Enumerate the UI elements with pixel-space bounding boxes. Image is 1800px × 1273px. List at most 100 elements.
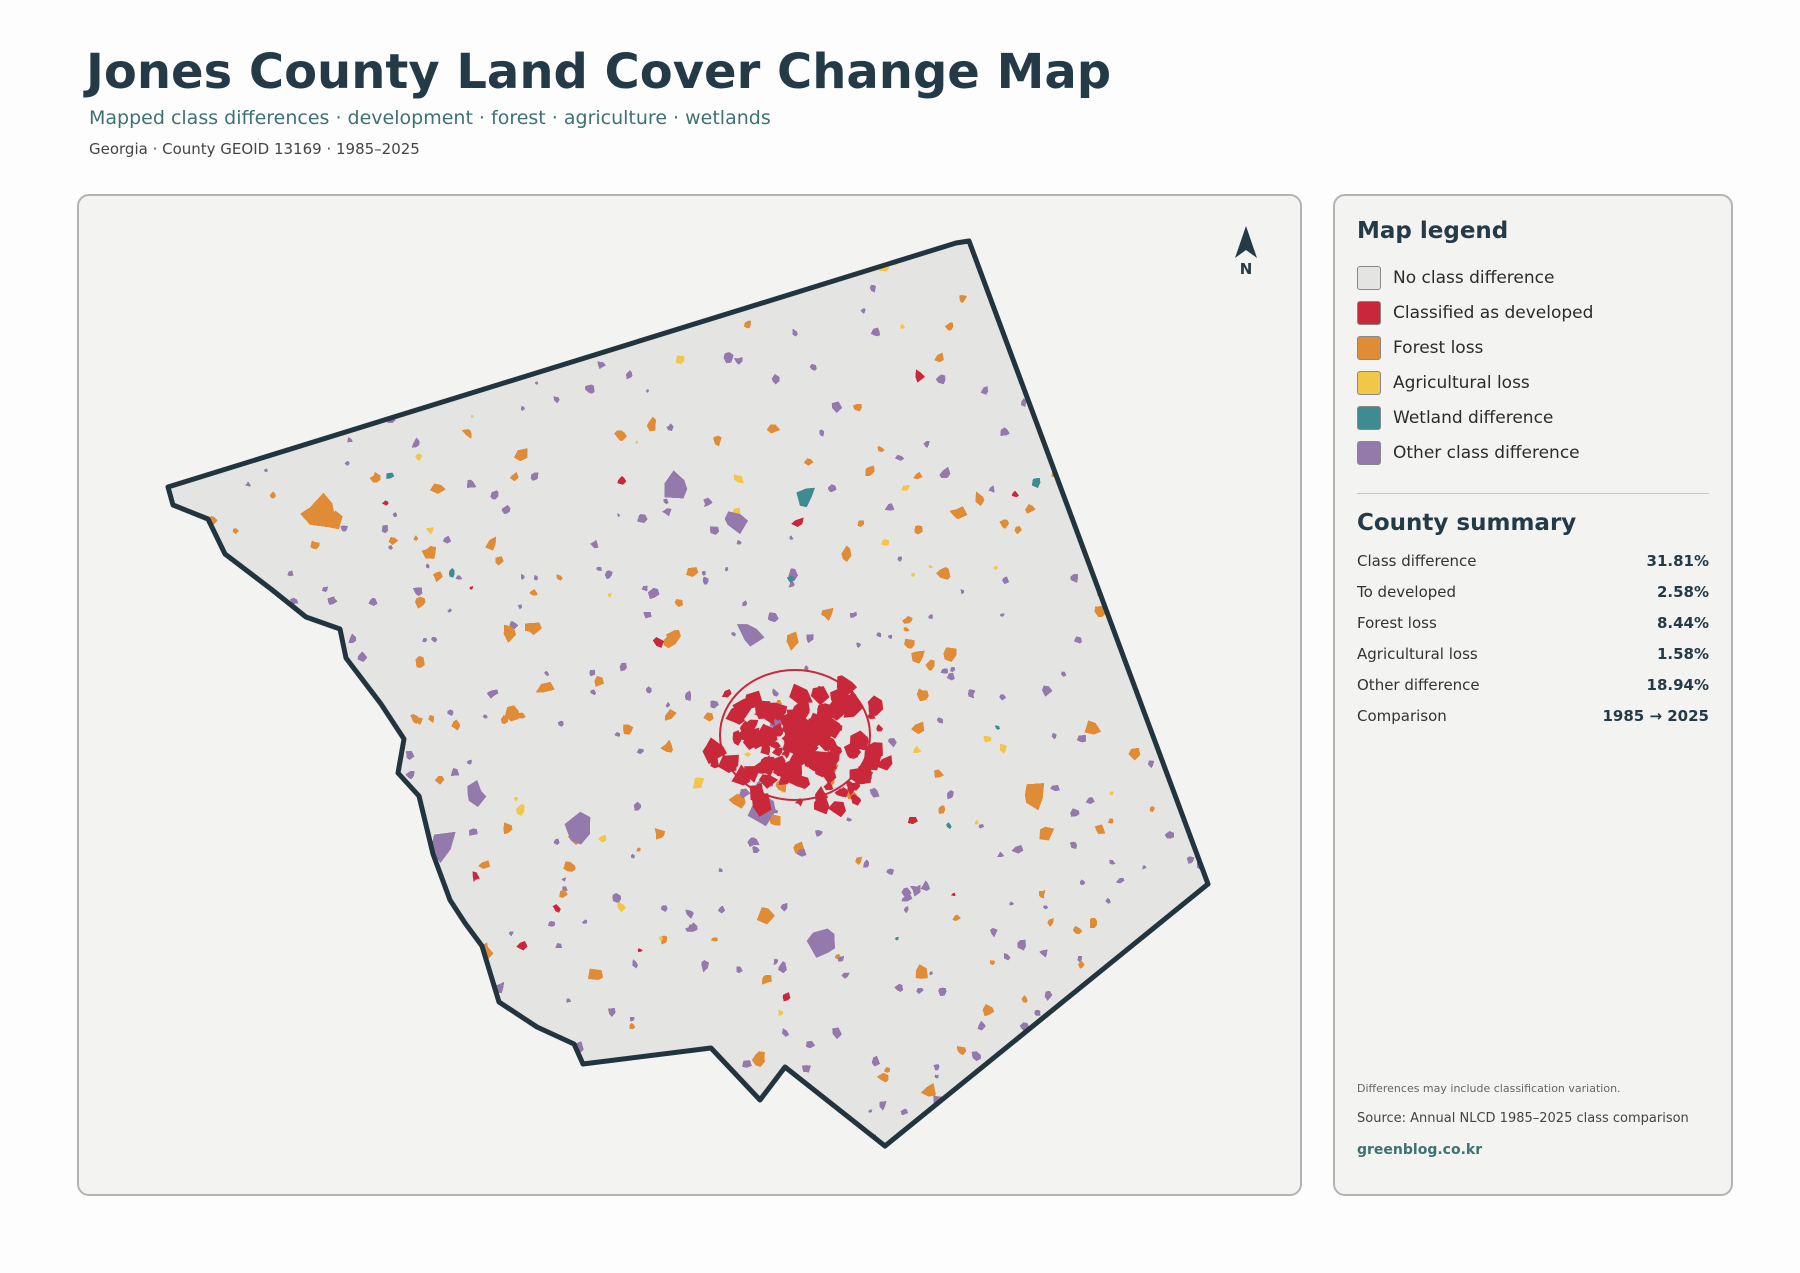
change-patch	[288, 301, 301, 315]
change-patch	[168, 751, 188, 772]
change-patch	[345, 331, 349, 336]
change-patch	[361, 1108, 370, 1116]
change-patch	[295, 688, 300, 695]
change-patch	[1111, 1111, 1118, 1119]
change-patch	[1194, 489, 1206, 498]
change-patch	[191, 907, 196, 913]
change-patch	[248, 385, 253, 390]
change-patch	[590, 321, 595, 325]
change-patch	[205, 1119, 212, 1126]
change-patch	[1019, 1058, 1028, 1068]
change-patch	[1166, 489, 1175, 498]
change-patch	[168, 543, 186, 558]
change-patch	[168, 751, 188, 772]
change-patch	[424, 964, 433, 973]
change-patch	[268, 1108, 276, 1116]
change-patch	[333, 1113, 347, 1128]
change-patch	[417, 923, 423, 928]
change-patch	[350, 411, 359, 416]
change-patch	[306, 1118, 316, 1129]
change-patch	[391, 740, 400, 748]
change-patch	[318, 359, 328, 366]
change-patch	[838, 1134, 845, 1142]
change-patch	[424, 893, 432, 899]
change-patch	[688, 1134, 695, 1144]
change-patch	[244, 822, 251, 828]
change-patch	[1020, 1088, 1029, 1094]
change-patch	[281, 398, 308, 429]
change-patch	[524, 353, 533, 360]
change-patch	[555, 1044, 559, 1050]
change-patch	[522, 1085, 530, 1093]
change-patch	[1129, 1140, 1139, 1146]
change-patch	[194, 723, 205, 732]
change-patch	[1199, 242, 1208, 254]
change-patch	[688, 1134, 695, 1144]
change-patch	[607, 1064, 614, 1070]
change-patch	[517, 1086, 523, 1091]
change-patch	[357, 768, 366, 776]
change-patch	[332, 747, 337, 752]
summary-label: Agricultural loss	[1357, 645, 1478, 663]
change-patch	[272, 385, 289, 398]
change-patch	[1175, 955, 1180, 960]
change-patch	[642, 302, 646, 306]
change-patch	[793, 271, 803, 283]
change-patch	[439, 1104, 448, 1113]
change-patch	[184, 915, 191, 923]
change-patch	[312, 638, 323, 650]
change-patch	[315, 271, 325, 279]
change-patch	[737, 1121, 749, 1131]
change-patch	[194, 723, 205, 732]
change-patch	[1170, 678, 1175, 685]
change-patch	[355, 307, 365, 314]
change-patch	[1163, 264, 1172, 277]
change-patch	[308, 702, 315, 709]
change-patch	[206, 1051, 214, 1058]
summary-value: 2.58%	[1656, 583, 1709, 601]
change-patch	[1211, 1017, 1218, 1023]
change-patch	[204, 379, 209, 385]
change-patch	[374, 976, 385, 985]
change-patch	[332, 924, 340, 934]
change-patch	[274, 1072, 280, 1077]
change-patch	[306, 423, 313, 432]
change-patch	[1200, 612, 1204, 617]
change-patch	[251, 740, 260, 755]
change-patch	[251, 740, 260, 755]
change-patch	[531, 1084, 534, 1089]
change-patch	[522, 1085, 530, 1093]
change-patch	[1201, 1027, 1208, 1038]
change-patch	[522, 1085, 530, 1093]
change-patch	[569, 320, 575, 328]
change-patch	[213, 846, 220, 853]
change-patch	[429, 1047, 436, 1053]
change-patch	[194, 723, 205, 732]
change-patch	[354, 324, 361, 330]
change-patch	[1114, 407, 1125, 418]
change-patch	[185, 1142, 192, 1146]
change-patch	[1186, 954, 1196, 967]
legend-item: No class difference	[1357, 265, 1554, 291]
change-patch	[1056, 1073, 1066, 1082]
change-patch	[314, 854, 326, 864]
change-patch	[1190, 594, 1193, 597]
change-patch	[1129, 419, 1135, 426]
change-patch	[170, 1089, 177, 1099]
change-patch	[168, 1112, 172, 1120]
change-patch	[1194, 489, 1206, 498]
change-patch	[585, 384, 595, 394]
change-patch	[827, 1135, 833, 1141]
change-patch	[191, 907, 196, 913]
change-patch	[1085, 797, 1095, 804]
change-patch	[567, 346, 576, 355]
change-patch	[374, 976, 385, 985]
site-link[interactable]: greenblog.co.kr	[1357, 1142, 1483, 1158]
change-patch	[522, 1085, 530, 1093]
change-patch	[1028, 1124, 1037, 1130]
title: Jones County Land Cover Change Map	[86, 44, 1112, 100]
change-patch	[1161, 674, 1173, 689]
change-patch	[295, 298, 301, 304]
change-patch	[1163, 1091, 1171, 1099]
change-patch	[1166, 489, 1175, 498]
